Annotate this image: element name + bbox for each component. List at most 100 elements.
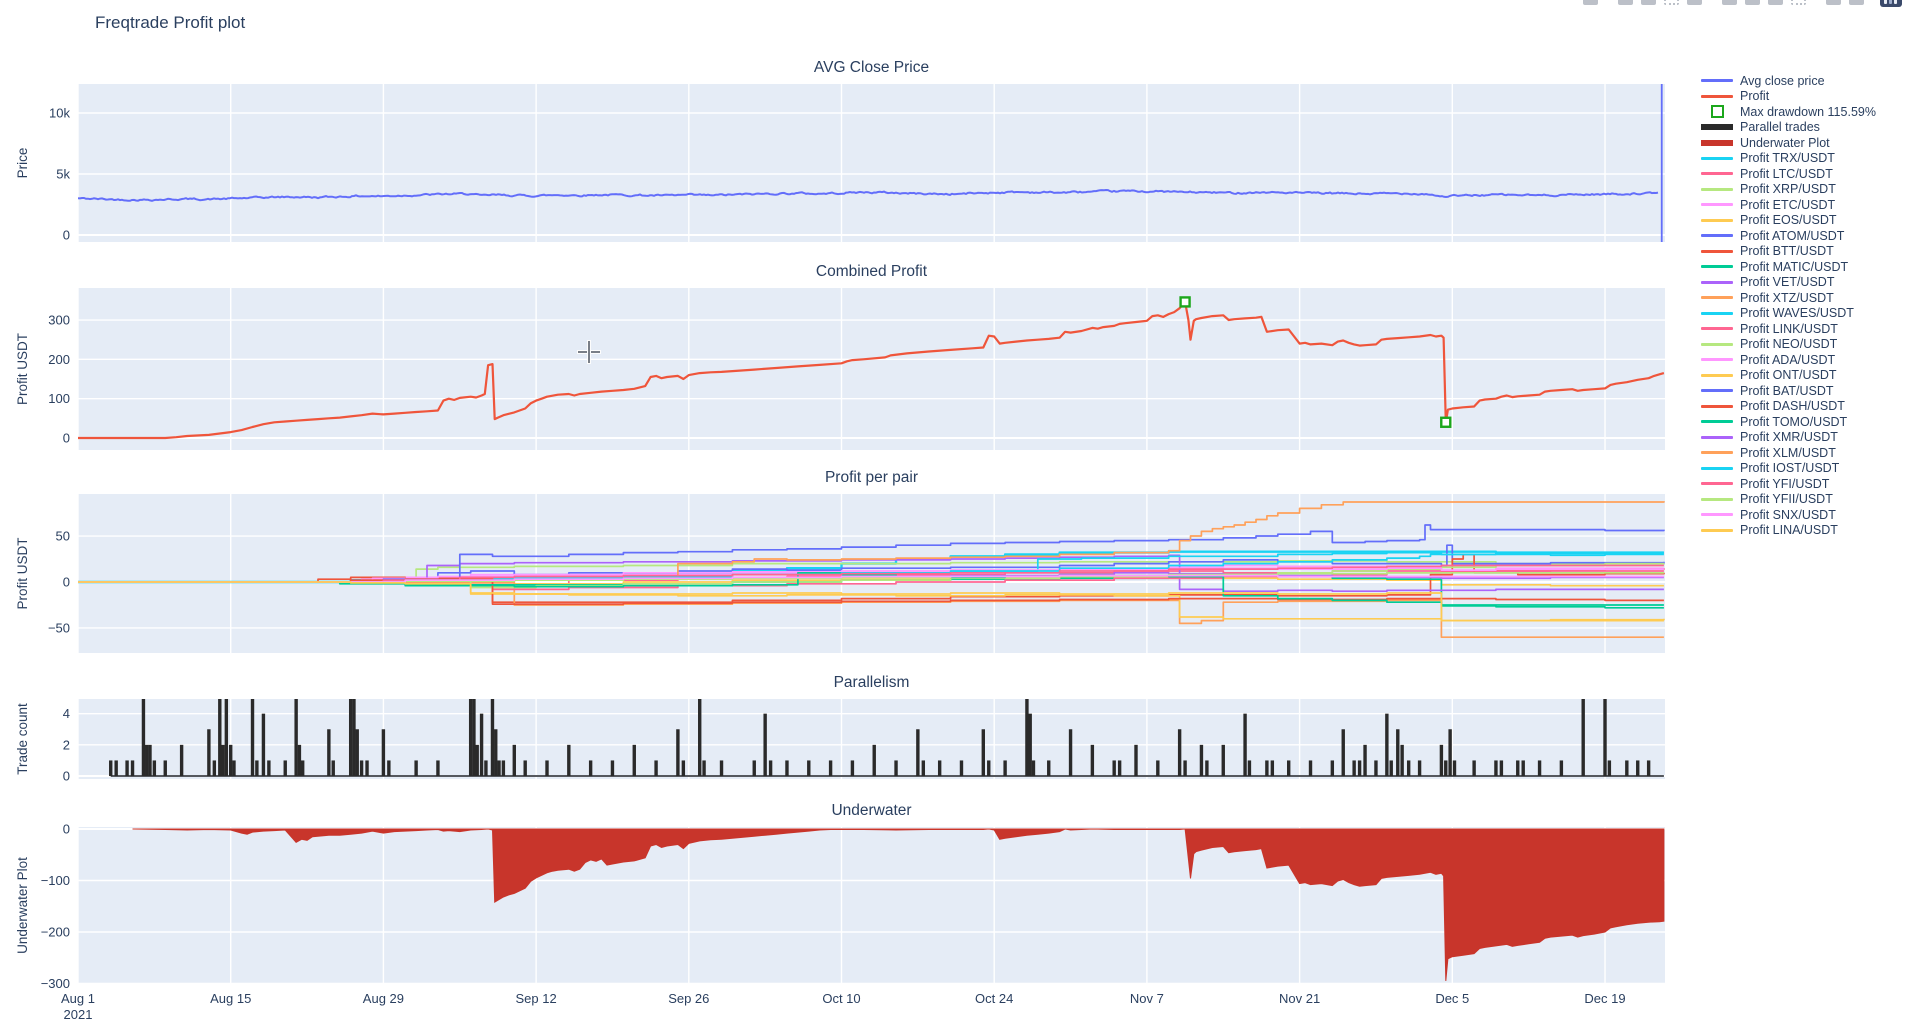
reset-axes-icon[interactable] bbox=[1791, 0, 1806, 5]
trade-count-bar bbox=[959, 760, 964, 777]
trade-count-bar bbox=[1031, 760, 1036, 777]
legend-label: Profit XMR/USDT bbox=[1740, 430, 1838, 445]
legend-line-swatch bbox=[1701, 497, 1733, 501]
panel-parallelism[interactable]: Parallelism Trade count 0 2 4 bbox=[15, 674, 1665, 784]
panel-avg-close-price[interactable]: AVG Close Price Price 0 5k 10k bbox=[15, 59, 1665, 243]
page-title: Freqtrade Profit plot bbox=[95, 13, 246, 32]
legend-line-swatch bbox=[1701, 172, 1733, 176]
legend-line-swatch bbox=[1701, 513, 1733, 517]
autoscale-icon[interactable] bbox=[1768, 0, 1783, 5]
legend-item-profit-xmr-usdt[interactable]: Profit XMR/USDT bbox=[1701, 430, 1907, 446]
legend-item-profit-link-usdt[interactable]: Profit LINK/USDT bbox=[1701, 321, 1907, 337]
legend-line-swatch bbox=[1701, 218, 1733, 222]
trade-count-bar bbox=[468, 699, 473, 777]
trade-count-bar bbox=[207, 729, 211, 777]
trade-count-bar bbox=[1607, 760, 1612, 777]
legend-item-profit[interactable]: Profit bbox=[1701, 89, 1907, 105]
legend-item-profit-xlm-usdt[interactable]: Profit XLM/USDT bbox=[1701, 445, 1907, 461]
legend-item-profit-ltc-usdt[interactable]: Profit LTC/USDT bbox=[1701, 166, 1907, 182]
panel-profit-per-pair[interactable]: Profit per pair Profit USDT −50 0 50 bbox=[15, 469, 1665, 653]
legend-label: Avg close price bbox=[1740, 73, 1825, 88]
trade-count-bar bbox=[229, 744, 233, 777]
hover-compare-icon[interactable] bbox=[1849, 0, 1864, 5]
chart-legend: Avg close price Profit Max drawdown 115.59… bbox=[1701, 73, 1907, 538]
series-profit-vet-usdt bbox=[78, 554, 1664, 593]
legend-label: Profit TRX/USDT bbox=[1740, 151, 1835, 166]
series-profit-yfi-usdt bbox=[78, 564, 1664, 583]
trade-count-bar bbox=[1068, 729, 1073, 777]
trade-count-bar bbox=[414, 760, 418, 777]
y-tick-label: 2 bbox=[63, 737, 70, 752]
legend-item-profit-iost-usdt[interactable]: Profit IOST/USDT bbox=[1701, 461, 1907, 477]
legend-label: Profit ETC/USDT bbox=[1740, 197, 1836, 212]
plotly-logo[interactable] bbox=[1880, 0, 1902, 7]
trade-count-bar bbox=[1112, 760, 1116, 777]
legend-item-parallel-trades[interactable]: Parallel trades bbox=[1701, 120, 1907, 136]
camera-icon[interactable] bbox=[1583, 0, 1598, 5]
legend-item-profit-etc-usdt[interactable]: Profit ETC/USDT bbox=[1701, 197, 1907, 213]
legend-item-underwater-plot[interactable]: Underwater Plot bbox=[1701, 135, 1907, 151]
y-tick-label: 4 bbox=[63, 706, 70, 721]
legend-item-profit-btt-usdt[interactable]: Profit BTT/USDT bbox=[1701, 244, 1907, 260]
trade-count-bar bbox=[1636, 760, 1640, 777]
legend-item-profit-xrp-usdt[interactable]: Profit XRP/USDT bbox=[1701, 182, 1907, 198]
legend-item-profit-tomo-usdt[interactable]: Profit TOMO/USDT bbox=[1701, 414, 1907, 430]
legend-item-max-drawdown-115-59-[interactable]: Max drawdown 115.59% bbox=[1701, 104, 1907, 120]
legend-item-profit-vet-usdt[interactable]: Profit VET/USDT bbox=[1701, 275, 1907, 291]
pan-icon[interactable] bbox=[1641, 0, 1656, 5]
trade-count-bar bbox=[1183, 760, 1187, 777]
legend-item-profit-neo-usdt[interactable]: Profit NEO/USDT bbox=[1701, 337, 1907, 353]
plot-background[interactable] bbox=[78, 288, 1665, 450]
legend-item-profit-matic-usdt[interactable]: Profit MATIC/USDT bbox=[1701, 259, 1907, 275]
y-axis-label-profit-per-pair: Profit USDT bbox=[15, 537, 30, 609]
legend-item-profit-yfii-usdt[interactable]: Profit YFII/USDT bbox=[1701, 492, 1907, 508]
trade-count-bar bbox=[1417, 760, 1422, 777]
y-tick-label: −300 bbox=[41, 976, 70, 991]
legend-item-profit-xtz-usdt[interactable]: Profit XTZ/USDT bbox=[1701, 290, 1907, 306]
trade-count-bar bbox=[297, 744, 302, 777]
hover-closest-icon[interactable] bbox=[1826, 0, 1841, 5]
legend-item-profit-trx-usdt[interactable]: Profit TRX/USDT bbox=[1701, 151, 1907, 167]
x-tick-label: Sep 26 bbox=[668, 991, 709, 1006]
zoom-icon[interactable] bbox=[1618, 0, 1633, 5]
zoom-in-icon[interactable] bbox=[1722, 0, 1737, 5]
y-tick-label: 0 bbox=[63, 227, 70, 242]
trade-count-bar bbox=[698, 699, 702, 777]
trade-count-bar bbox=[261, 713, 266, 777]
trade-count-bar bbox=[348, 699, 353, 777]
lasso-icon[interactable] bbox=[1687, 0, 1702, 5]
legend-item-profit-bat-usdt[interactable]: Profit BAT/USDT bbox=[1701, 383, 1907, 399]
trade-count-bar bbox=[676, 729, 680, 777]
legend-item-profit-waves-usdt[interactable]: Profit WAVES/USDT bbox=[1701, 306, 1907, 322]
trade-count-bar bbox=[1156, 760, 1160, 777]
plot-background[interactable] bbox=[78, 84, 1665, 242]
trade-count-bar bbox=[610, 760, 615, 777]
trade-count-bar bbox=[232, 760, 236, 777]
panel-title-parallelism: Parallelism bbox=[834, 674, 910, 691]
trade-count-bar bbox=[1247, 760, 1252, 777]
legend-item-profit-yfi-usdt[interactable]: Profit YFI/USDT bbox=[1701, 476, 1907, 492]
legend-label: Profit SNX/USDT bbox=[1740, 507, 1836, 522]
y-tick-label: 100 bbox=[48, 391, 70, 406]
legend-item-profit-ont-usdt[interactable]: Profit ONT/USDT bbox=[1701, 368, 1907, 384]
plot-background[interactable] bbox=[78, 699, 1665, 779]
legend-item-profit-snx-usdt[interactable]: Profit SNX/USDT bbox=[1701, 507, 1907, 523]
trade-count-bar bbox=[785, 760, 789, 777]
trade-count-bar bbox=[752, 760, 756, 777]
legend-label: Profit YFI/USDT bbox=[1740, 476, 1830, 491]
panel-combined-profit[interactable]: Combined Profit Profit USDT 0 100 200 300 bbox=[15, 263, 1665, 450]
legend-label: Profit DASH/USDT bbox=[1740, 399, 1845, 414]
legend-item-profit-dash-usdt[interactable]: Profit DASH/USDT bbox=[1701, 399, 1907, 415]
panel-underwater[interactable]: Underwater Underwater Plot 0 −100 −200 −300 bbox=[15, 802, 1665, 991]
legend-item-avg-close-price[interactable]: Avg close price bbox=[1701, 73, 1907, 89]
legend-item-profit-ada-usdt[interactable]: Profit ADA/USDT bbox=[1701, 352, 1907, 368]
legend-item-profit-eos-usdt[interactable]: Profit EOS/USDT bbox=[1701, 213, 1907, 229]
zoom-out-icon[interactable] bbox=[1745, 0, 1760, 5]
legend-item-profit-atom-usdt[interactable]: Profit ATOM/USDT bbox=[1701, 228, 1907, 244]
trade-count-bar bbox=[1287, 760, 1291, 777]
box-select-icon[interactable] bbox=[1664, 0, 1679, 5]
legend-item-profit-lina-usdt[interactable]: Profit LINA/USDT bbox=[1701, 523, 1907, 539]
trade-count-bar bbox=[355, 729, 359, 777]
legend-line-swatch bbox=[1701, 296, 1733, 300]
